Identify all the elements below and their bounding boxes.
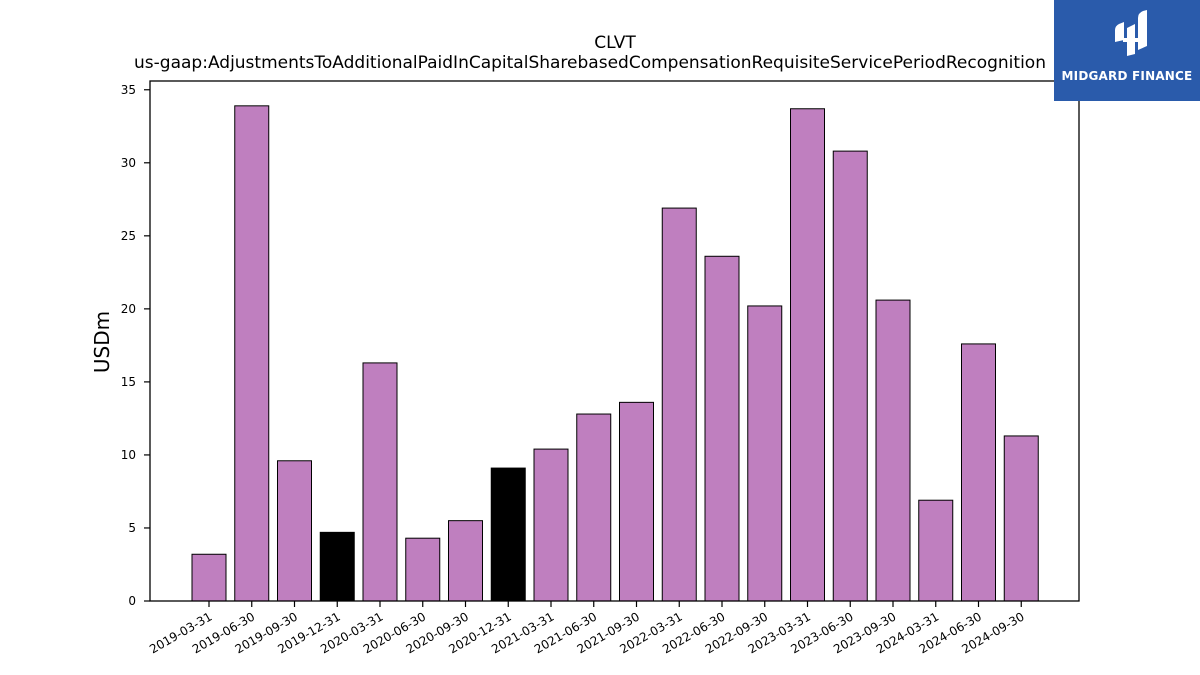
y-tick-label: 15 [121, 375, 136, 389]
bar-2023-06-30 [832, 150, 868, 602]
bar-2020-03-31 [362, 362, 398, 602]
bar-2023-03-31 [790, 108, 825, 602]
y-tick-label: 5 [128, 521, 136, 535]
y-tick-label: 30 [121, 156, 136, 170]
logo-mark-icon [1115, 10, 1147, 56]
logo-text: MIDGARD FINANCE [1061, 69, 1193, 83]
bar-2024-06-30 [961, 343, 996, 602]
bar-2020-09-30 [448, 520, 483, 602]
bar-2024-09-30 [1003, 435, 1039, 602]
bar-2022-03-31 [661, 207, 697, 602]
bar-2020-12-31 [490, 467, 526, 602]
bar-2022-09-30 [747, 305, 783, 602]
midgard-finance-logo: MIDGARD FINANCE [1054, 0, 1200, 101]
bars-layer [191, 105, 1039, 602]
bar-2023-09-30 [875, 299, 911, 602]
bar-2024-03-31 [918, 499, 954, 602]
y-tick-label: 0 [128, 594, 136, 608]
bar-2019-09-30 [277, 460, 312, 602]
bar-2021-03-31 [533, 448, 569, 602]
bar-2020-06-30 [405, 537, 441, 602]
bar-2019-12-31 [319, 531, 355, 602]
chart-subtitle: us-gaap:AdjustmentsToAdditionalPaidInCap… [134, 53, 1046, 73]
y-tick-label: 10 [121, 448, 136, 462]
bar-2022-06-30 [704, 255, 740, 602]
bar-2019-06-30 [234, 105, 270, 602]
y-tick-label: 20 [121, 302, 136, 316]
bar-2021-06-30 [576, 413, 612, 602]
plot-frame [149, 80, 1080, 602]
bar-2021-09-30 [619, 401, 654, 602]
bar-2019-03-31 [191, 553, 227, 602]
y-axis-ticks: 0 5 10 15 20 25 30 35 [121, 83, 150, 608]
y-tick-label: 25 [121, 229, 136, 243]
y-axis-label: USDm [90, 311, 114, 373]
y-tick-label: 35 [121, 83, 136, 97]
x-axis-ticks: 2019-03-312019-06-302019-09-302019-12-31… [147, 601, 1027, 656]
chart-title: CLVT [594, 33, 636, 53]
